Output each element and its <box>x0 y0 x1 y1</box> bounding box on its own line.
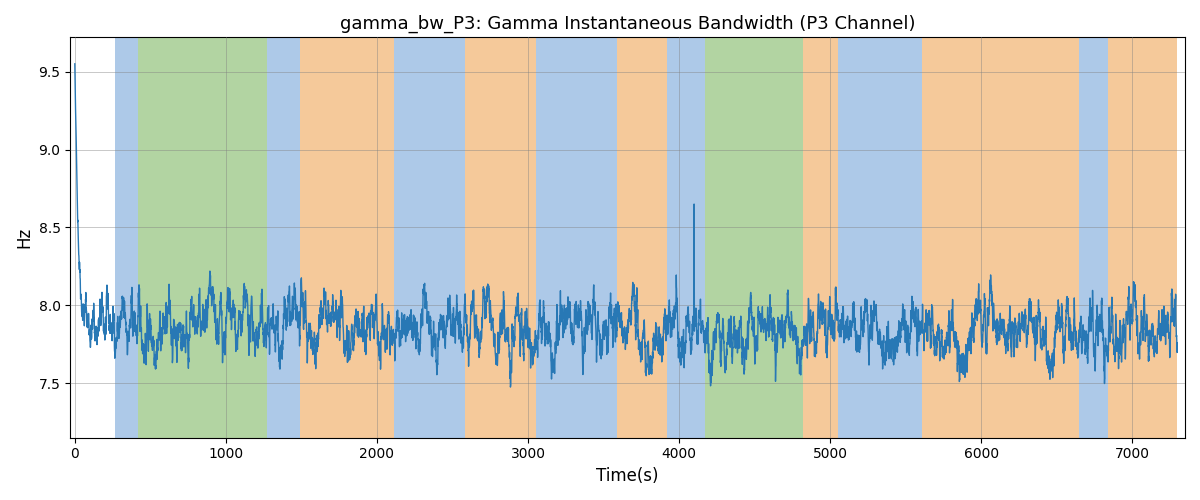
Bar <box>704 38 803 438</box>
Bar <box>535 38 617 438</box>
Bar <box>803 38 838 438</box>
Bar <box>922 38 1079 438</box>
Bar <box>1079 38 1108 438</box>
Bar <box>1108 38 1177 438</box>
Y-axis label: Hz: Hz <box>16 227 34 248</box>
Bar <box>300 38 394 438</box>
Bar <box>667 38 684 438</box>
Bar <box>464 38 535 438</box>
Bar <box>617 38 667 438</box>
Bar <box>115 38 138 438</box>
Bar <box>838 38 922 438</box>
Bar <box>394 38 464 438</box>
Bar <box>138 38 266 438</box>
Bar <box>266 38 300 438</box>
X-axis label: Time(s): Time(s) <box>596 467 659 485</box>
Title: gamma_bw_P3: Gamma Instantaneous Bandwidth (P3 Channel): gamma_bw_P3: Gamma Instantaneous Bandwid… <box>340 15 916 34</box>
Bar <box>684 38 704 438</box>
